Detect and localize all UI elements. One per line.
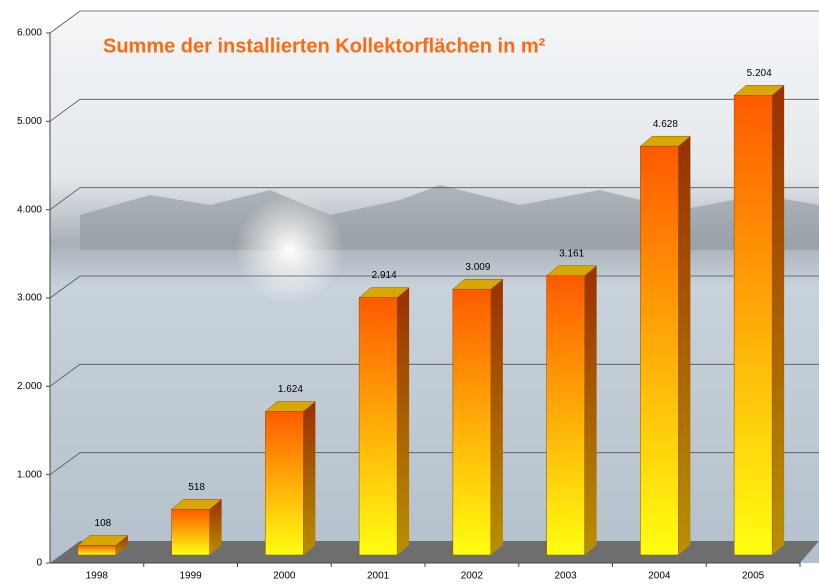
x-tick-label: 2003: [555, 571, 578, 582]
bar: [78, 545, 116, 555]
bar: [453, 289, 491, 555]
bar: [640, 146, 678, 555]
y-tick-label: 2.000: [17, 381, 42, 392]
y-tick-label: 0: [36, 558, 42, 569]
x-tick-label: 1999: [180, 571, 203, 582]
y-tick-label: 4.000: [17, 204, 42, 215]
x-tick-label: 1998: [86, 571, 109, 582]
bar: [734, 95, 772, 555]
bar: [265, 412, 303, 555]
x-tick-label: 2001: [367, 571, 390, 582]
page: {"chart_data": {"type": "bar3d", "title"…: [0, 0, 819, 584]
bar: [547, 276, 585, 555]
y-tick-label: 6.000: [17, 28, 42, 39]
sun-glare: [235, 195, 345, 305]
y-tick-label: 1.000: [17, 469, 42, 480]
bar-side: [772, 85, 784, 555]
chart: Summe der installierten Kollektorflächen…: [0, 0, 819, 584]
x-tick-label: 2004: [648, 571, 671, 582]
x-tick-label: 2000: [273, 571, 296, 582]
bar-side: [585, 266, 597, 555]
value-label: 3.161: [559, 248, 584, 259]
bar-side: [678, 136, 690, 555]
value-label: 3.009: [465, 262, 490, 273]
value-label: 1.624: [278, 384, 303, 395]
bar-side: [303, 402, 315, 555]
value-label: 518: [188, 482, 205, 493]
value-label: 108: [95, 518, 112, 529]
chart-title: Summe der installierten Kollektorflächen…: [103, 35, 546, 57]
bar: [172, 509, 210, 555]
value-label: 2.914: [372, 270, 397, 281]
x-tick-label: 2002: [461, 571, 484, 582]
x-tick-label: 2005: [742, 571, 765, 582]
photo-backdrop: [50, 11, 819, 563]
bar-side: [397, 288, 409, 555]
value-label: 4.628: [653, 119, 678, 130]
bar-side: [491, 279, 503, 555]
value-label: 5.204: [747, 68, 772, 79]
y-tick-label: 5.000: [17, 116, 42, 127]
floor: [50, 541, 819, 563]
y-tick-label: 3.000: [17, 293, 42, 304]
bar: [359, 298, 397, 555]
